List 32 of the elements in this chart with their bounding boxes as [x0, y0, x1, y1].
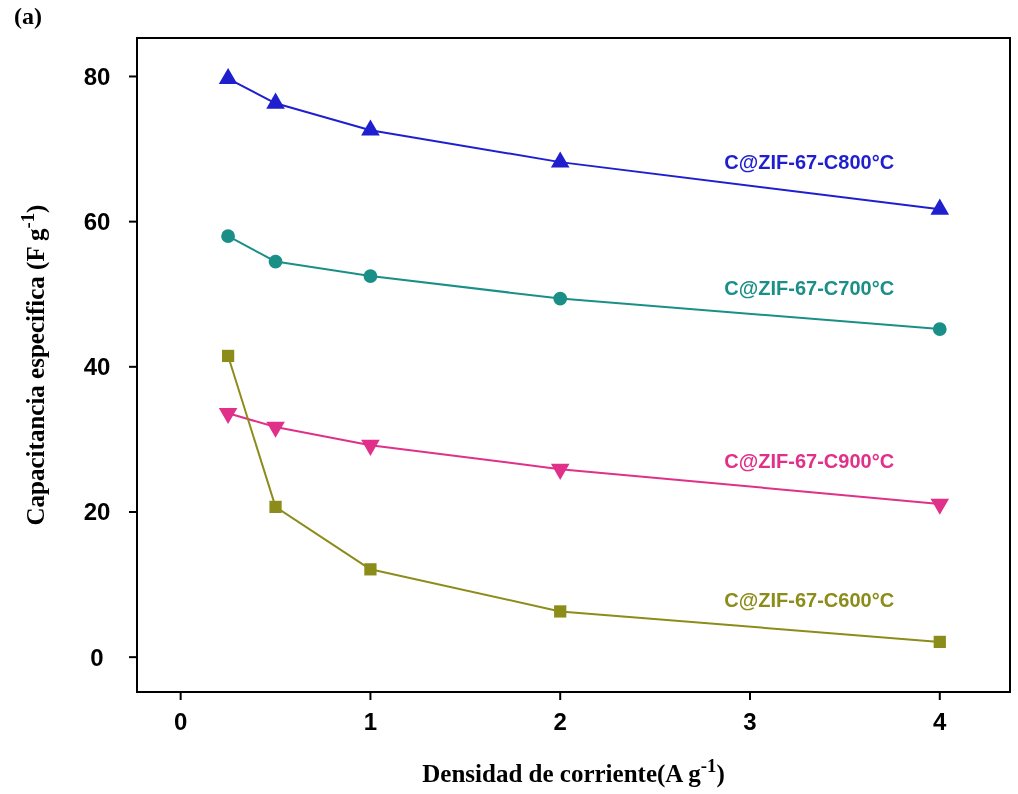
x-tick-label: 0: [173, 708, 188, 735]
x-tick-label: 4: [933, 708, 948, 735]
point: [218, 407, 238, 425]
point: [266, 421, 285, 438]
series-label: C@ZIF-67-C600°C: [724, 589, 895, 612]
point: [218, 67, 238, 85]
series-label: C@ZIF-67-C800°C: [724, 151, 895, 174]
point: [550, 151, 570, 168]
x-tick-label: 2: [553, 708, 567, 735]
point: [930, 498, 950, 515]
series-label: C@ZIF-67-C900°C: [724, 450, 895, 473]
point: [363, 269, 378, 283]
point: [268, 254, 283, 269]
point: [266, 92, 285, 109]
point: [221, 229, 236, 244]
y-tick-label: 40: [83, 353, 111, 381]
y-tick-label: 20: [83, 498, 111, 526]
x-tick-label: 1: [363, 708, 378, 735]
x-axis-title: Densidad de corriente(A g$^{-1}$): [422, 754, 725, 788]
point: [930, 198, 950, 215]
y-tick-label: 0: [90, 643, 104, 671]
point: [361, 439, 380, 456]
x-tick-label: 3: [743, 708, 757, 735]
series-label: C@ZIF-67-C700°C: [724, 276, 895, 299]
y-tick-label: 60: [83, 208, 111, 236]
point: [553, 291, 568, 306]
y-tick-label: 80: [83, 62, 111, 90]
point: [550, 463, 570, 480]
point: [932, 322, 947, 336]
chart-title: (a): [14, 3, 42, 29]
point: [221, 349, 235, 363]
point: [361, 119, 380, 136]
